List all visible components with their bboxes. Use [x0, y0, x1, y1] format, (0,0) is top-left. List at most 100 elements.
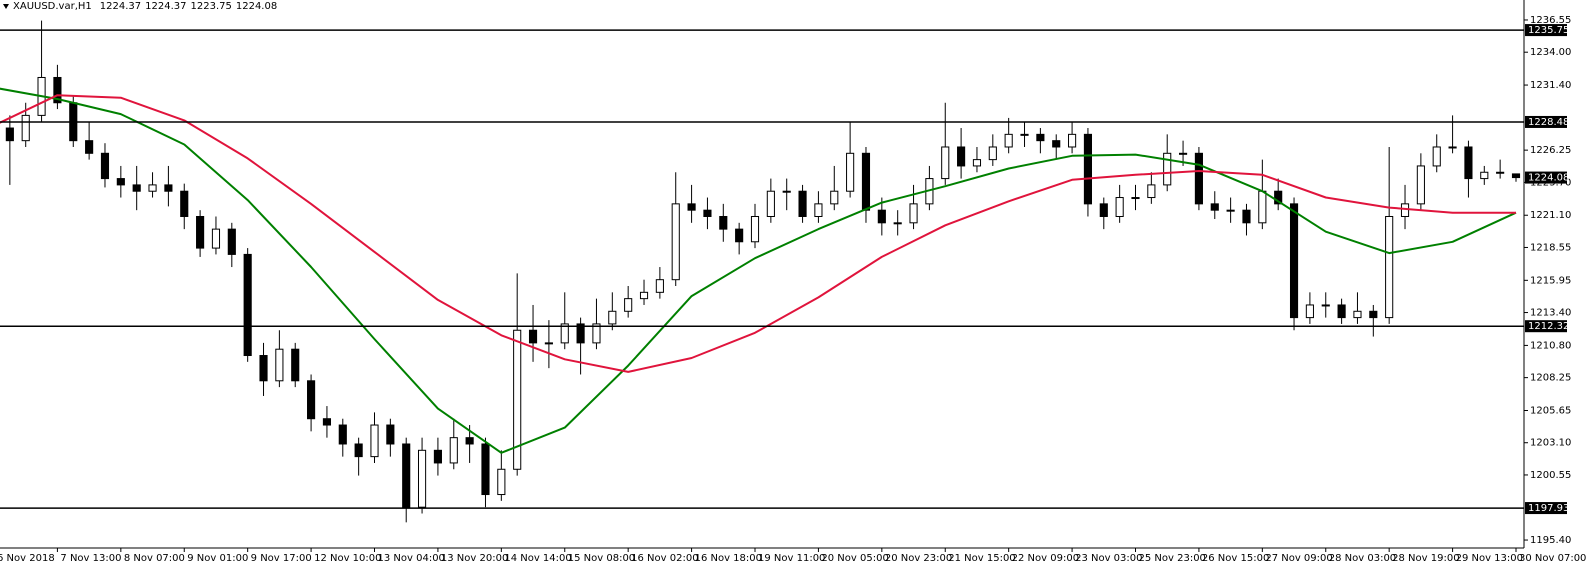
- x-tick-label: 19 Nov 11:00: [758, 553, 825, 564]
- candle-body: [180, 190, 189, 217]
- candle-body: [1274, 190, 1283, 205]
- candle-body: [1353, 310, 1362, 319]
- candle-body: [1337, 304, 1346, 319]
- level-label: 1197.93: [1528, 503, 1569, 514]
- candle-body: [830, 190, 839, 205]
- candle-body: [1052, 140, 1061, 148]
- x-tick-label: 12 Nov 10:00: [314, 553, 381, 564]
- y-tick-label: 1226.25: [1530, 145, 1571, 156]
- candle-body: [1163, 152, 1172, 186]
- x-tick-label: 22 Nov 09:00: [1012, 553, 1079, 564]
- candle-body: [1194, 152, 1203, 205]
- y-tick-label: 1218.55: [1530, 242, 1571, 253]
- candle-body: [544, 342, 553, 345]
- level-label: 1212.32: [1528, 321, 1569, 332]
- y-tick-label: 1205.65: [1530, 405, 1571, 416]
- candle-body: [1036, 133, 1045, 142]
- candle-body: [719, 215, 728, 230]
- candle-body: [1448, 146, 1457, 149]
- candle-body: [1210, 203, 1219, 211]
- candle-body: [1020, 133, 1029, 136]
- y-tick-label: 1221.10: [1530, 210, 1571, 221]
- x-tick-label: 16 Nov 18:00: [695, 553, 762, 564]
- level-label: 1228.48: [1528, 117, 1569, 128]
- candle-body: [766, 190, 775, 217]
- candle-body: [1511, 173, 1521, 179]
- x-tick-label: 8 Nov 07:00: [124, 553, 185, 564]
- candle-body: [1147, 184, 1156, 199]
- candle-body: [100, 152, 110, 180]
- candle-body: [782, 190, 791, 193]
- candle-body: [1068, 133, 1077, 148]
- candle-body: [291, 348, 300, 382]
- header-value: 1224.08: [236, 1, 277, 12]
- candle-body: [909, 203, 918, 224]
- x-tick-label: 21 Nov 15:00: [948, 553, 1015, 564]
- candle-body: [433, 449, 442, 464]
- candle-body: [1099, 203, 1108, 217]
- x-tick-label: 20 Nov 05:00: [821, 553, 888, 564]
- x-tick-label: 14 Nov 14:00: [504, 553, 571, 564]
- candle-body: [449, 437, 458, 464]
- x-tick-label: 9 Nov 17:00: [251, 553, 312, 564]
- candle-body: [338, 424, 347, 445]
- y-tick-label: 1203.10: [1530, 438, 1571, 449]
- candle-body: [1400, 203, 1410, 217]
- level-label-box: [1525, 320, 1567, 333]
- candle-body: [354, 443, 363, 458]
- candle-body: [988, 146, 997, 161]
- x-tick-label: 15 Nov 08:00: [568, 553, 635, 564]
- candle-body: [735, 228, 744, 243]
- x-tick-label: 29 Nov 13:00: [1456, 553, 1523, 564]
- candle-body: [148, 184, 157, 192]
- last-price-label: 1224.08: [1528, 173, 1569, 184]
- candle-body: [1321, 304, 1330, 307]
- candle-body: [196, 215, 205, 249]
- x-tick-label: 13 Nov 04:00: [378, 553, 445, 564]
- menu-arrow[interactable]: [3, 4, 9, 9]
- candle-body: [671, 203, 680, 281]
- y-tick-label: 1200.55: [1530, 470, 1571, 481]
- x-tick-label: 6 Nov 2018: [0, 553, 55, 564]
- candle-body: [21, 114, 30, 142]
- candle-body: [1131, 197, 1140, 200]
- candle-body: [1385, 215, 1394, 319]
- candle-body: [85, 140, 94, 154]
- candle-body: [877, 209, 886, 224]
- y-tick-label: 1215.95: [1530, 275, 1571, 286]
- candle-body: [560, 323, 569, 344]
- level-label: 1235.75: [1528, 25, 1569, 36]
- candle-body: [798, 190, 807, 217]
- symbol-title: XAUUSD.var,H1: [13, 1, 92, 12]
- candle-body: [861, 152, 871, 211]
- candle-body: [972, 159, 982, 167]
- candle-body: [116, 178, 125, 186]
- candle-body: [275, 348, 284, 382]
- header-value: 1223.75: [191, 1, 232, 12]
- candle-body: [307, 380, 316, 420]
- level-label-box: [1525, 24, 1567, 37]
- candle-body: [1305, 304, 1314, 319]
- y-tick-label: 1208.25: [1530, 373, 1571, 384]
- y-tick-label: 1236.55: [1530, 15, 1571, 26]
- candle-body: [1115, 197, 1124, 217]
- moving-average: [0, 87, 1517, 454]
- candle-body: [592, 323, 601, 344]
- candle-body: [893, 222, 902, 225]
- x-tick-label: 16 Nov 02:00: [631, 553, 698, 564]
- x-tick-label: 28 Nov 03:00: [1329, 553, 1396, 564]
- moving-average: [0, 94, 1516, 373]
- candle-body: [1369, 310, 1378, 319]
- x-tick-label: 20 Nov 23:00: [885, 553, 952, 564]
- candle-body: [259, 355, 268, 382]
- candle-body: [814, 203, 823, 217]
- y-tick-label: 1213.40: [1530, 308, 1571, 319]
- candle-body: [5, 127, 14, 142]
- candle-body: [1258, 190, 1267, 224]
- candle-body: [624, 298, 633, 312]
- candle-body: [750, 215, 760, 243]
- candle-body: [1416, 165, 1425, 205]
- candle-body: [465, 437, 474, 445]
